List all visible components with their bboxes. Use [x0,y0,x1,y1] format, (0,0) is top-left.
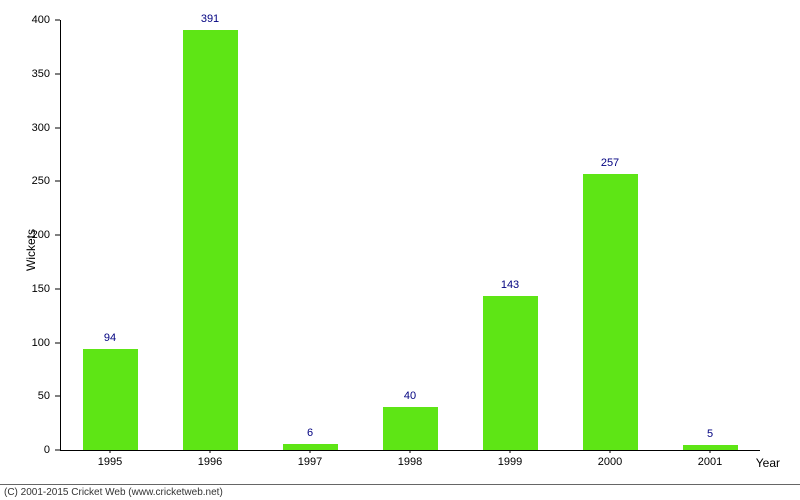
copyright-text: (C) 2001-2015 Cricket Web (www.cricketwe… [0,484,800,500]
y-tick-label: 100 [0,337,50,349]
y-tick-label: 300 [0,122,50,134]
bar-value-label: 143 [501,279,519,291]
x-axis-label: Year [756,456,780,470]
bar [483,296,538,450]
y-tick-label: 250 [0,175,50,187]
y-tick-label: 0 [0,444,50,456]
y-tick-label: 400 [0,14,50,26]
bar-value-label: 94 [104,332,116,344]
bar [83,349,138,450]
y-tick-label: 50 [0,390,50,402]
bar [383,407,438,450]
y-axis-label: Wickets [24,229,38,271]
bar-value-label: 40 [404,390,416,402]
x-tick-label: 1998 [398,456,422,468]
x-tick-label: 2000 [598,456,622,468]
bar-value-label: 257 [601,157,619,169]
bar [183,30,238,450]
plot-area: 943916401432575 [60,20,760,450]
x-tick-label: 1997 [298,456,322,468]
bar-value-label: 391 [201,13,219,25]
y-tick-label: 150 [0,283,50,295]
bar-value-label: 5 [707,428,713,440]
x-tick-label: 1995 [98,456,122,468]
bar-value-label: 6 [307,427,313,439]
bar [283,444,338,450]
y-tick-label: 350 [0,68,50,80]
x-tick-label: 1996 [198,456,222,468]
x-tick-label: 2001 [698,456,722,468]
bar [583,174,638,450]
chart-container: 050100150200250300350400 199519961997199… [0,0,800,500]
bar [683,445,738,450]
x-tick-label: 1999 [498,456,522,468]
